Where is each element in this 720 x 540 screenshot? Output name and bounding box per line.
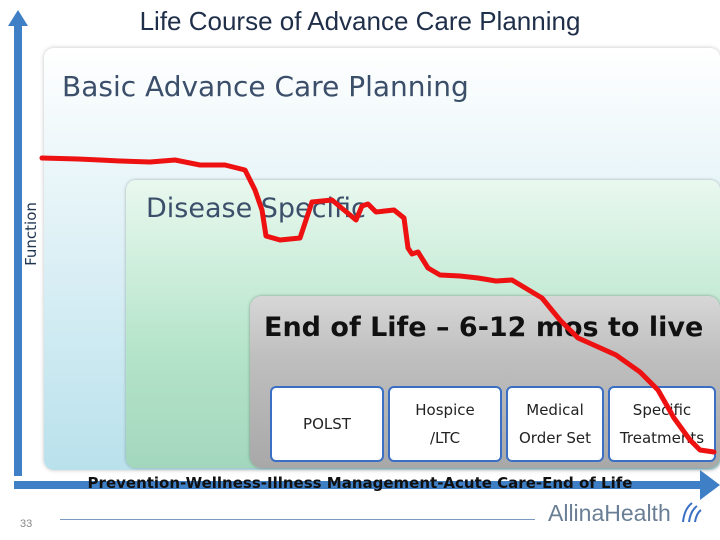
slide-number: 33 — [20, 518, 33, 530]
polst-box: POLST — [270, 386, 384, 462]
disease-specific-label: Disease Specific — [146, 193, 366, 224]
end-of-life-label: End of Life – 6-12 mos to live — [264, 312, 704, 343]
hospice-ltc-box: Hospice /LTC — [388, 386, 502, 462]
timeline-axis-label: Prevention-Wellness-Illness Management-A… — [87, 474, 633, 492]
function-axis-arrow — [8, 10, 28, 476]
footer-divider — [60, 519, 535, 520]
basic-acp-label: Basic Advance Care Planning — [62, 70, 469, 103]
timeline-axis-arrow — [14, 470, 720, 500]
allina-health-logo: AllinaHealth — [548, 500, 671, 526]
specific-treatments-box: Specific Treatments — [608, 386, 716, 462]
slide-title: Life Course of Advance Care Planning — [139, 6, 581, 36]
allina-health-logo-icon — [682, 502, 702, 523]
medical-order-set-box: Medical Order Set — [506, 386, 604, 462]
function-axis-label: Function — [22, 202, 40, 266]
